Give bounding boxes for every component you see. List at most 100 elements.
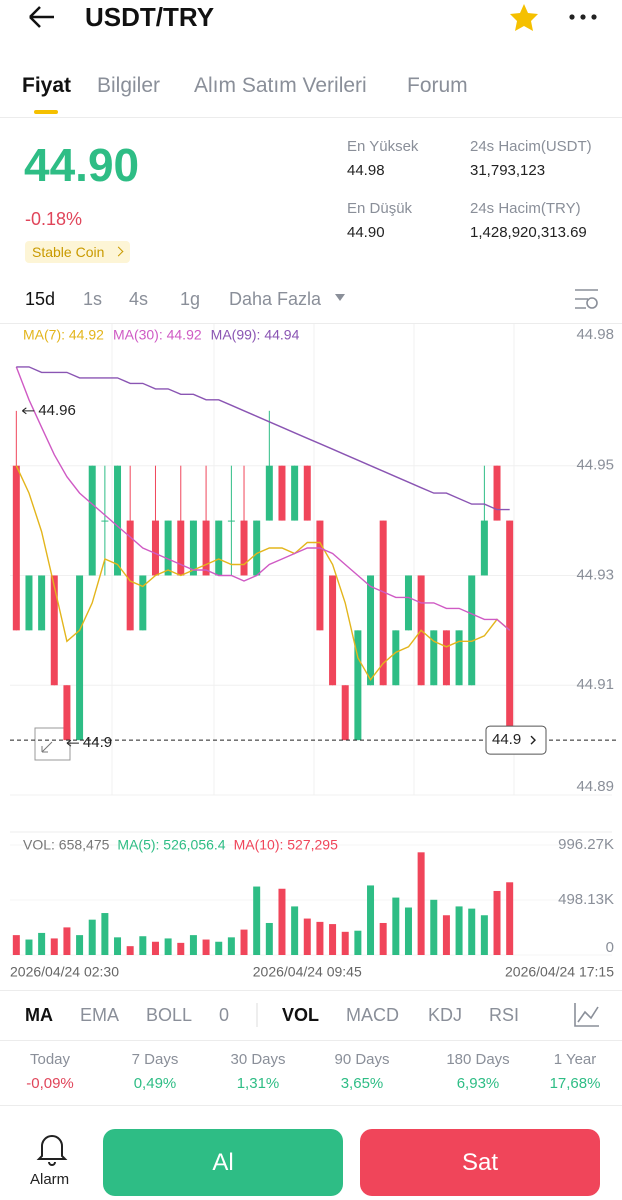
stat-value: 44.90 bbox=[347, 224, 385, 241]
volume-bar bbox=[354, 930, 362, 955]
indicator[interactable]: EMA bbox=[80, 1005, 120, 1025]
volume-bar bbox=[114, 937, 122, 955]
last-price-label: 44.9 bbox=[492, 731, 521, 748]
favorite-icon[interactable] bbox=[510, 4, 538, 31]
volume-bar bbox=[253, 886, 261, 955]
candle-body bbox=[177, 520, 185, 576]
volume-bar bbox=[240, 929, 248, 955]
volume-bar bbox=[392, 897, 400, 955]
volume-bar bbox=[25, 939, 33, 955]
y-tick-label: 44.95 bbox=[576, 457, 614, 474]
sell-button[interactable]: Sat bbox=[360, 1129, 600, 1196]
ma-line bbox=[16, 366, 510, 511]
candle-body bbox=[240, 520, 248, 576]
volume-bar bbox=[189, 935, 197, 955]
volume-bar bbox=[468, 908, 476, 955]
candle-body bbox=[189, 520, 197, 576]
volume-bar bbox=[38, 932, 46, 955]
buy-button[interactable]: Al bbox=[103, 1129, 343, 1196]
candle-body bbox=[291, 465, 299, 521]
more-icon[interactable] bbox=[569, 14, 597, 20]
stat-value: 1,428,920,313.69 bbox=[470, 224, 587, 241]
legend-entry: MA(10): 527,295 bbox=[234, 837, 338, 853]
volume-bar bbox=[455, 906, 463, 955]
separator bbox=[0, 1040, 622, 1041]
interval[interactable]: 1s bbox=[83, 289, 103, 309]
candle-body bbox=[215, 520, 223, 576]
y-tick-label: 44.89 bbox=[576, 778, 614, 795]
candle-body bbox=[101, 520, 109, 522]
x-tick-label: 2026/04/24 17:15 bbox=[505, 964, 614, 980]
tab[interactable]: Bilgiler bbox=[97, 74, 161, 97]
volume-bar bbox=[379, 922, 387, 955]
tab[interactable]: Forum bbox=[407, 74, 468, 97]
volume-bar bbox=[265, 922, 273, 955]
indicator[interactable]: MA bbox=[25, 1005, 53, 1025]
candle-body bbox=[139, 575, 147, 631]
interval[interactable]: Daha Fazla bbox=[229, 289, 322, 309]
candle-body bbox=[50, 575, 58, 686]
volume-bar bbox=[291, 906, 299, 955]
interval[interactable]: 4s bbox=[129, 289, 149, 309]
candle-body bbox=[76, 575, 84, 741]
volume-bar bbox=[316, 921, 324, 955]
fullscreen-icon[interactable] bbox=[34, 727, 71, 761]
volume-bar bbox=[417, 852, 425, 955]
candle-body bbox=[88, 465, 96, 576]
badge[interactable]: Stable Coin bbox=[25, 241, 131, 263]
volume-bar bbox=[164, 938, 172, 955]
max-arrow bbox=[22, 407, 35, 415]
period-value: 17,68% bbox=[549, 1075, 601, 1092]
indicator[interactable]: KDJ bbox=[428, 1005, 463, 1025]
period-label: 90 Days bbox=[334, 1051, 390, 1068]
volume-bar bbox=[303, 918, 311, 955]
min-label: 44.9 bbox=[83, 734, 112, 751]
indicator[interactable]: 0 bbox=[219, 1005, 230, 1025]
volume-bar bbox=[101, 913, 109, 955]
tab[interactable]: Fiyat bbox=[22, 74, 72, 97]
y-tick-label: 44.93 bbox=[576, 566, 614, 583]
candle-body bbox=[468, 575, 476, 686]
tab[interactable]: Alım Satım Verileri bbox=[194, 74, 367, 97]
interval[interactable]: 15d bbox=[25, 289, 56, 309]
indicator[interactable]: BOLL bbox=[146, 1005, 193, 1025]
candle-body bbox=[442, 630, 450, 686]
separator bbox=[0, 990, 622, 991]
indicator[interactable]: MACD bbox=[346, 1005, 399, 1025]
price-change: -0.18% bbox=[25, 209, 83, 229]
candle-body bbox=[114, 465, 122, 576]
candle-body bbox=[455, 630, 463, 686]
dropdown-icon bbox=[335, 294, 345, 301]
x-tick-label: 2026/04/24 09:45 bbox=[253, 964, 362, 980]
chart-settings-icon[interactable] bbox=[575, 289, 598, 309]
alarm-label[interactable]: Alarm bbox=[30, 1171, 70, 1188]
volume-bar bbox=[126, 946, 134, 955]
y-tick-label: 996.27K bbox=[558, 836, 614, 853]
volume-bar bbox=[139, 936, 147, 955]
chart-type-icon[interactable] bbox=[574, 1003, 599, 1027]
volume-bar bbox=[493, 890, 501, 955]
bell-icon[interactable] bbox=[36, 1135, 68, 1166]
interval[interactable]: 1g bbox=[180, 289, 201, 309]
last-price-tag bbox=[485, 725, 547, 755]
candle-body bbox=[164, 520, 172, 576]
period-label: 7 Days bbox=[131, 1051, 179, 1068]
legend-entry: MA(30): 44.92 bbox=[113, 327, 202, 343]
x-tick-label: 2026/04/24 02:30 bbox=[10, 964, 119, 980]
candle-body bbox=[278, 465, 286, 521]
back-icon[interactable] bbox=[29, 6, 54, 28]
legend-entry: MA(7): 44.92 bbox=[23, 327, 104, 343]
period-value: 1,31% bbox=[236, 1075, 280, 1092]
volume-bar bbox=[227, 937, 235, 955]
buy-label: Al bbox=[212, 1148, 234, 1176]
stat-label: 24s Hacim(USDT) bbox=[470, 138, 592, 155]
period-label: Today bbox=[29, 1051, 71, 1068]
candle-body bbox=[25, 575, 33, 631]
volume-bar bbox=[442, 915, 450, 955]
legend-entry: MA(99): 44.94 bbox=[211, 327, 300, 343]
volume-bar bbox=[480, 915, 488, 955]
candle-body bbox=[329, 575, 337, 686]
indicator[interactable]: RSI bbox=[489, 1005, 520, 1025]
indicator[interactable]: VOL bbox=[282, 1005, 320, 1025]
